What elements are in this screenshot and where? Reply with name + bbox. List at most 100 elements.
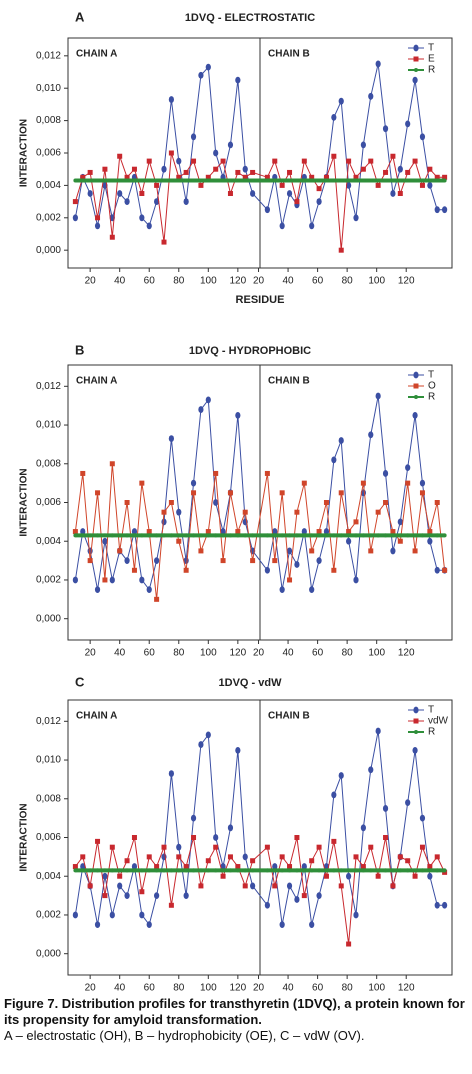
data-point [353, 911, 359, 919]
legend-label: R [428, 727, 435, 738]
data-point [131, 528, 138, 535]
data-point [161, 509, 167, 515]
data-point [176, 538, 182, 544]
data-point [95, 868, 100, 873]
data-point [375, 60, 381, 68]
data-point [353, 174, 359, 180]
data-point [176, 508, 182, 516]
legend-marker [413, 44, 419, 52]
y-tick-label: 0,002 [36, 910, 61, 921]
legend-marker [413, 56, 419, 62]
data-point [390, 868, 395, 873]
data-point [442, 533, 447, 538]
data-point [183, 169, 189, 175]
data-point [109, 461, 115, 467]
data-point [360, 166, 366, 172]
data-point [131, 567, 137, 573]
data-point [272, 868, 277, 873]
y-tick-label: 0,010 [36, 83, 61, 94]
data-point [287, 178, 292, 183]
data-point [301, 528, 307, 535]
data-point [80, 174, 86, 180]
data-point [250, 882, 256, 890]
data-point [316, 892, 322, 899]
x-tick-label: 60 [144, 648, 156, 659]
data-point [316, 529, 322, 535]
data-point [117, 868, 122, 873]
data-point [405, 480, 411, 486]
data-point [413, 868, 418, 873]
data-point [72, 529, 78, 535]
data-point [383, 169, 389, 175]
data-point [272, 863, 278, 870]
data-point [412, 411, 418, 419]
data-point [146, 222, 152, 230]
data-point [324, 868, 329, 873]
data-point [176, 533, 181, 538]
data-point [139, 911, 145, 919]
data-point [435, 868, 440, 873]
chain-label: CHAIN B [268, 711, 310, 722]
y-axis-label: INTERACTION [19, 468, 30, 536]
y-tick-label: 0,006 [36, 497, 61, 508]
data-point [102, 537, 108, 545]
data-point [316, 186, 322, 192]
y-tick-label: 0,008 [36, 458, 61, 469]
data-point [331, 533, 336, 538]
data-point [294, 896, 300, 903]
data-point [383, 868, 388, 873]
data-point [250, 868, 255, 873]
data-point [132, 178, 137, 183]
data-point [309, 858, 315, 864]
x-tick-label: 80 [173, 648, 185, 659]
data-point [383, 178, 388, 183]
data-point [132, 868, 137, 873]
data-point [353, 214, 359, 222]
x-tick-label: 60 [312, 648, 324, 659]
data-point [338, 437, 344, 444]
data-point [198, 182, 204, 188]
data-point [198, 548, 204, 554]
y-tick-label: 0,000 [36, 245, 61, 256]
data-point [213, 844, 219, 850]
data-point [405, 799, 411, 807]
data-point [287, 169, 293, 175]
data-point [124, 174, 130, 180]
data-point [198, 178, 203, 183]
data-point [191, 868, 196, 873]
data-point [94, 921, 101, 929]
x-tick-label: 120 [398, 983, 415, 993]
data-point [94, 586, 101, 594]
y-tick-label: 0,004 [36, 536, 61, 547]
x-tick-label: 20 [253, 983, 265, 993]
y-tick-label: 0,002 [36, 575, 61, 586]
data-point [390, 883, 396, 889]
data-point [228, 868, 233, 873]
data-point [235, 864, 241, 870]
data-point [154, 198, 160, 205]
data-point [280, 533, 285, 538]
data-point [427, 181, 433, 189]
data-point [301, 158, 307, 164]
data-point [397, 165, 403, 173]
data-point [302, 868, 307, 873]
data-point [242, 165, 248, 173]
data-point [161, 844, 167, 850]
data-point [198, 406, 204, 413]
data-point [360, 864, 366, 870]
data-point [227, 141, 234, 149]
data-point [368, 178, 373, 183]
data-point [375, 182, 381, 188]
data-point [279, 490, 285, 496]
data-point [427, 178, 432, 183]
data-point [331, 113, 337, 121]
data-point [154, 533, 159, 538]
data-point [317, 533, 322, 538]
data-point [198, 741, 204, 748]
data-point [88, 178, 93, 183]
data-point [427, 166, 433, 172]
data-point [250, 858, 256, 864]
data-point [346, 178, 351, 183]
data-point [265, 868, 270, 873]
data-point [375, 392, 381, 400]
